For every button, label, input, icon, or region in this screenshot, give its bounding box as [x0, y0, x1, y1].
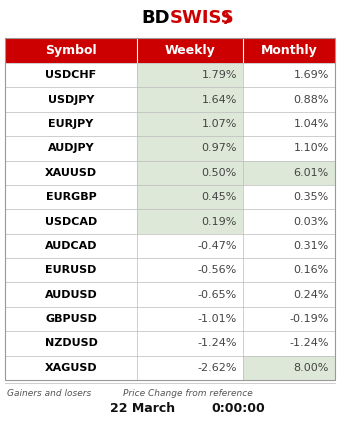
Text: 1.10%: 1.10%: [294, 143, 329, 153]
Text: -0.19%: -0.19%: [290, 314, 329, 324]
Bar: [5, 38, 335, 380]
Bar: [137, 356, 243, 380]
Text: 0.16%: 0.16%: [294, 265, 329, 275]
Text: 1.07%: 1.07%: [202, 119, 237, 129]
Text: USDCAD: USDCAD: [45, 216, 97, 227]
Bar: [243, 258, 335, 282]
Text: 0.35%: 0.35%: [294, 192, 329, 202]
Text: Gainers and losers: Gainers and losers: [7, 388, 91, 397]
Text: 0.03%: 0.03%: [294, 216, 329, 227]
Text: 0.19%: 0.19%: [202, 216, 237, 227]
Bar: [243, 282, 335, 307]
Bar: [243, 87, 335, 112]
Text: AUDJPY: AUDJPY: [48, 143, 94, 153]
Text: -1.01%: -1.01%: [198, 314, 237, 324]
Bar: [243, 209, 335, 234]
Text: ❯: ❯: [221, 12, 232, 25]
Bar: [5, 112, 137, 136]
Bar: [137, 282, 243, 307]
Bar: [243, 356, 335, 380]
Bar: [5, 185, 137, 209]
Bar: [5, 38, 335, 63]
Text: 1.04%: 1.04%: [294, 119, 329, 129]
Text: Symbol: Symbol: [45, 44, 97, 57]
Text: USDJPY: USDJPY: [48, 95, 94, 104]
Bar: [137, 331, 243, 356]
Bar: [137, 63, 243, 87]
Bar: [137, 258, 243, 282]
Text: -1.24%: -1.24%: [289, 338, 329, 349]
Bar: [243, 160, 335, 185]
Bar: [137, 185, 243, 209]
Text: 0.45%: 0.45%: [202, 192, 237, 202]
Bar: [5, 63, 137, 87]
Bar: [5, 356, 137, 380]
Text: 0.97%: 0.97%: [202, 143, 237, 153]
Bar: [137, 112, 243, 136]
Bar: [137, 307, 243, 331]
Bar: [137, 136, 243, 160]
Bar: [5, 307, 137, 331]
Bar: [5, 160, 137, 185]
Bar: [243, 307, 335, 331]
Text: 1.69%: 1.69%: [294, 70, 329, 80]
Text: -2.62%: -2.62%: [198, 363, 237, 373]
Text: 22 March: 22 March: [110, 401, 175, 414]
Bar: [5, 258, 137, 282]
Text: Monthly: Monthly: [261, 44, 317, 57]
Text: 0.24%: 0.24%: [293, 290, 329, 300]
Text: USDCHF: USDCHF: [46, 70, 97, 80]
Text: Weekly: Weekly: [165, 44, 215, 57]
Text: 8.00%: 8.00%: [294, 363, 329, 373]
Text: BD: BD: [141, 9, 170, 27]
Bar: [5, 209, 137, 234]
Bar: [243, 63, 335, 87]
Text: EURGBP: EURGBP: [46, 192, 96, 202]
Bar: [137, 87, 243, 112]
Bar: [243, 331, 335, 356]
Text: 0:00:00: 0:00:00: [211, 401, 265, 414]
Text: EURJPY: EURJPY: [48, 119, 94, 129]
Bar: [5, 331, 137, 356]
Text: XAGUSD: XAGUSD: [45, 363, 97, 373]
Text: GBPUSD: GBPUSD: [45, 314, 97, 324]
Bar: [5, 282, 137, 307]
Text: -0.65%: -0.65%: [198, 290, 237, 300]
Text: Price Change from reference: Price Change from reference: [123, 388, 253, 397]
Text: SWISS: SWISS: [170, 9, 235, 27]
Text: -0.47%: -0.47%: [198, 241, 237, 251]
Bar: [243, 234, 335, 258]
Text: EURUSD: EURUSD: [45, 265, 97, 275]
Bar: [243, 136, 335, 160]
Bar: [5, 87, 137, 112]
Bar: [137, 209, 243, 234]
Bar: [243, 185, 335, 209]
Text: 1.64%: 1.64%: [202, 95, 237, 104]
Bar: [243, 112, 335, 136]
Text: 0.50%: 0.50%: [202, 168, 237, 178]
Bar: [137, 234, 243, 258]
Bar: [137, 160, 243, 185]
Text: -0.56%: -0.56%: [198, 265, 237, 275]
Text: AUDCAD: AUDCAD: [45, 241, 97, 251]
Text: XAUUSD: XAUUSD: [45, 168, 97, 178]
Text: 0.31%: 0.31%: [294, 241, 329, 251]
Text: NZDUSD: NZDUSD: [45, 338, 98, 349]
Text: 6.01%: 6.01%: [294, 168, 329, 178]
Text: 0.88%: 0.88%: [293, 95, 329, 104]
Bar: [5, 136, 137, 160]
Text: AUDUSD: AUDUSD: [45, 290, 97, 300]
Text: -1.24%: -1.24%: [198, 338, 237, 349]
Bar: [5, 234, 137, 258]
Text: 1.79%: 1.79%: [202, 70, 237, 80]
